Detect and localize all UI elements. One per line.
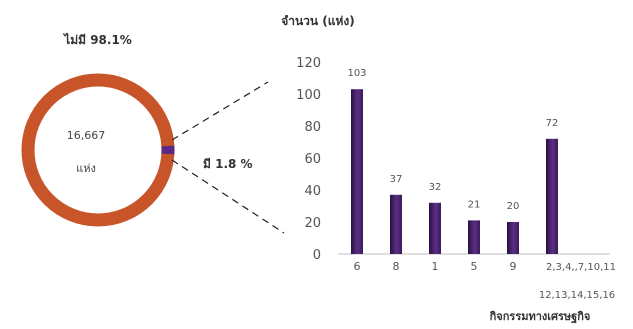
bar-value-label: 21 <box>468 199 481 210</box>
bar-value-label: 20 <box>507 201 520 212</box>
y-axis-ticks: 0 20 40 60 80 100 120 <box>296 56 321 263</box>
x-axis-label: กิจกรรมทางเศรษฐกิจ <box>489 310 590 324</box>
bar <box>351 89 363 254</box>
x-category-note: 12,13,14,15,16 <box>539 290 615 301</box>
bars: 103 37 32 21 20 72 <box>347 68 558 254</box>
donut-chart: ไม่มี 98.1% 16,667 แห่ง มี 1.8 % <box>21 32 253 227</box>
donut-label-none: ไม่มี 98.1% <box>62 32 132 47</box>
x-tick-label: 2,3,4,,7,10,11 <box>546 262 616 273</box>
y-tick-label: 0 <box>313 248 321 263</box>
donut-center-unit: แห่ง <box>76 162 96 175</box>
x-axis-ticks: 6 8 1 5 9 2,3,4,,7,10,11 <box>354 260 616 273</box>
y-tick-label: 120 <box>296 56 321 71</box>
x-tick-label: 6 <box>354 260 361 273</box>
bar-value-label: 32 <box>429 182 442 193</box>
bar <box>390 194 402 254</box>
x-tick-label: 1 <box>432 260 439 273</box>
bar <box>468 220 480 254</box>
x-tick-label: 8 <box>393 260 400 273</box>
bar-value-label: 72 <box>546 118 559 129</box>
donut-label-has: มี 1.8 % <box>203 157 253 171</box>
bar-chart: จำนวน (แห่ง) 0 20 40 60 80 100 120 103 37 32 21 20… <box>281 14 616 324</box>
bar <box>546 138 558 254</box>
bar <box>507 222 519 254</box>
connector-line-bottom <box>171 159 285 234</box>
connector-line-top <box>171 81 269 141</box>
bar <box>429 202 441 254</box>
bar-chart-title: จำนวน (แห่ง) <box>281 14 355 28</box>
x-tick-label: 9 <box>510 260 517 273</box>
bar-value-label: 103 <box>347 68 366 79</box>
donut-center-value: 16,667 <box>67 129 106 142</box>
y-tick-label: 100 <box>296 88 321 103</box>
x-tick-label: 5 <box>471 260 478 273</box>
y-tick-label: 60 <box>304 152 321 167</box>
y-tick-label: 20 <box>304 216 321 231</box>
y-tick-label: 80 <box>304 120 321 135</box>
donut-slice-none <box>21 73 175 227</box>
bar-value-label: 37 <box>390 174 403 185</box>
y-tick-label: 40 <box>304 184 321 199</box>
